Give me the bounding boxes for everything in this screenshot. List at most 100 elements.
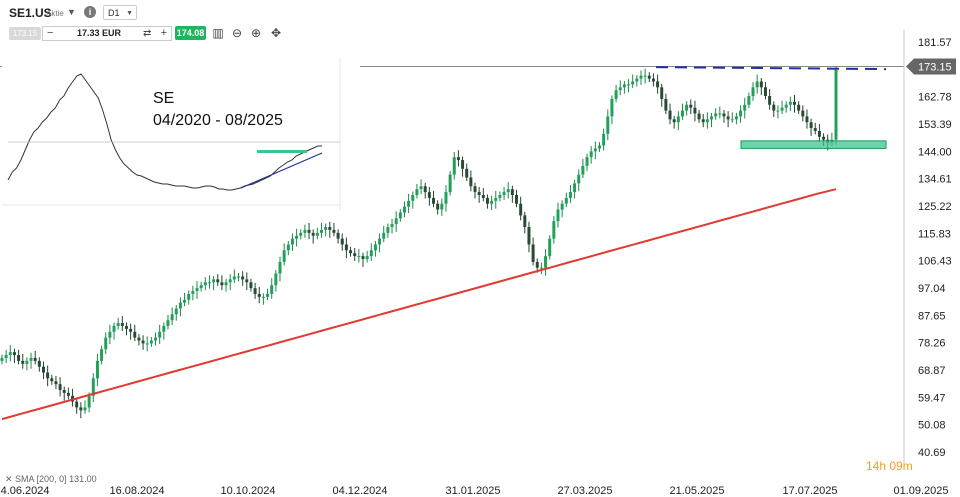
candle-body [266,293,270,297]
candle-body [373,244,377,251]
price-tick-label: 97.04 [918,283,946,295]
candle-body [805,116,809,123]
dropdown-icon: ▼ [126,10,133,17]
zoom-in-icon[interactable]: ⊕ [250,26,262,40]
time-tick-label: 21.05.2025 [669,485,724,497]
candle-body [722,113,726,117]
info-icon[interactable]: i [84,6,96,18]
time-tick-label: 01.09.2025 [893,485,948,497]
candle-body [473,186,477,193]
candle-body [386,227,390,233]
candle-body [95,360,99,379]
sell-price-button[interactable]: 173.15 [9,27,41,40]
candle-body [365,256,369,260]
candle-body [232,276,236,280]
candle-body [531,244,535,262]
candle-body [477,192,481,195]
candle-body [79,407,83,411]
candle-body [597,145,601,149]
candle-body [220,282,224,286]
candle-body [133,331,137,338]
timeframe-select[interactable]: D1 ▼ [103,5,137,20]
candles-layer [0,66,838,419]
candle-body [606,116,610,134]
candle-body [394,218,398,225]
candle-body [743,104,747,111]
candle-body [614,90,618,99]
candle-body [91,378,95,396]
candle-body [622,84,626,88]
candles-icon[interactable]: ▥ [212,26,224,40]
candle-body [685,104,689,111]
inset-chart: SE 04/2020 - 08/2025 [2,55,360,215]
candle-body [319,229,323,233]
candle-body [448,174,452,193]
time-tick-label: 16.08.2024 [109,485,164,497]
candle-body [627,84,631,86]
candle-body [207,282,211,284]
quantity-value[interactable]: 17.33 EUR [77,28,122,38]
candle-body [315,232,319,236]
candle-body [768,96,772,105]
candle-body [87,395,91,408]
candle-body [710,116,714,120]
candle-body [83,407,87,411]
buy-price-button[interactable]: 174.08 [175,26,206,40]
candle-body [544,256,548,268]
candle-body [581,165,585,175]
candle-body [763,87,767,97]
symbol-name[interactable]: SE1.US [9,6,52,20]
candle-body [427,192,431,198]
candle-body [187,293,191,300]
candle-body [510,189,514,195]
candle-body [784,104,788,108]
candle-body [195,288,199,292]
quantity-stepper[interactable]: − 17.33 EUR ⇄ + [42,26,172,41]
candle-body [253,288,257,294]
sma-indicator-label[interactable]: ✕ SMA [200, 0] 131.00 [5,474,97,485]
close-icon[interactable]: ✕ [5,474,16,484]
candle-body [469,177,473,187]
candle-body [104,337,108,350]
minus-icon[interactable]: − [47,27,54,39]
time-tick-label: 24.06.2024 [0,485,50,497]
candle-body [382,232,386,239]
price-tick-label: 59.47 [918,392,946,404]
inset-trendline [240,152,323,189]
candle-body [62,389,66,393]
candle-body [502,192,506,195]
time-tick-label: 04.12.2024 [332,485,387,497]
price-tick-label: 50.08 [918,420,946,432]
candle-body [813,128,817,131]
candle-body [734,116,738,120]
crosshair-icon[interactable]: ✥ [270,26,282,40]
candle-body [610,98,614,117]
candle-body [465,168,469,178]
candle-body [515,194,519,204]
price-tick-label: 106.43 [918,256,952,268]
time-axis[interactable]: 24.06.2024 16.08.2024 10.10.2024 04.12.2024… [0,485,949,497]
candle-body [697,113,701,120]
candle-body [241,276,245,280]
candle-body [129,328,133,332]
candle-body [647,75,651,79]
price-tick-label: 144.00 [918,146,952,158]
candle-body [676,116,680,123]
candle-body [124,325,128,329]
price-tick-label: 115.83 [918,228,951,240]
candle-body [295,235,299,239]
candle-body [780,107,784,111]
zoom-out-icon[interactable]: ⊖ [231,26,243,40]
price-axis[interactable]: 181.57172.18162.78153.39144.00134.61125.… [918,37,952,459]
plus-icon[interactable]: + [160,27,167,39]
candle-body [788,101,792,105]
chevron-down-icon[interactable]: ▼ [67,7,76,17]
current-price-label: 173.15 [918,62,952,74]
time-tick-label: 27.03.2025 [557,485,612,497]
swap-icon[interactable]: ⇄ [143,28,152,39]
candle-body [440,203,444,210]
candle-body [651,78,655,82]
candle-body [303,229,307,233]
candle-body [17,355,21,361]
